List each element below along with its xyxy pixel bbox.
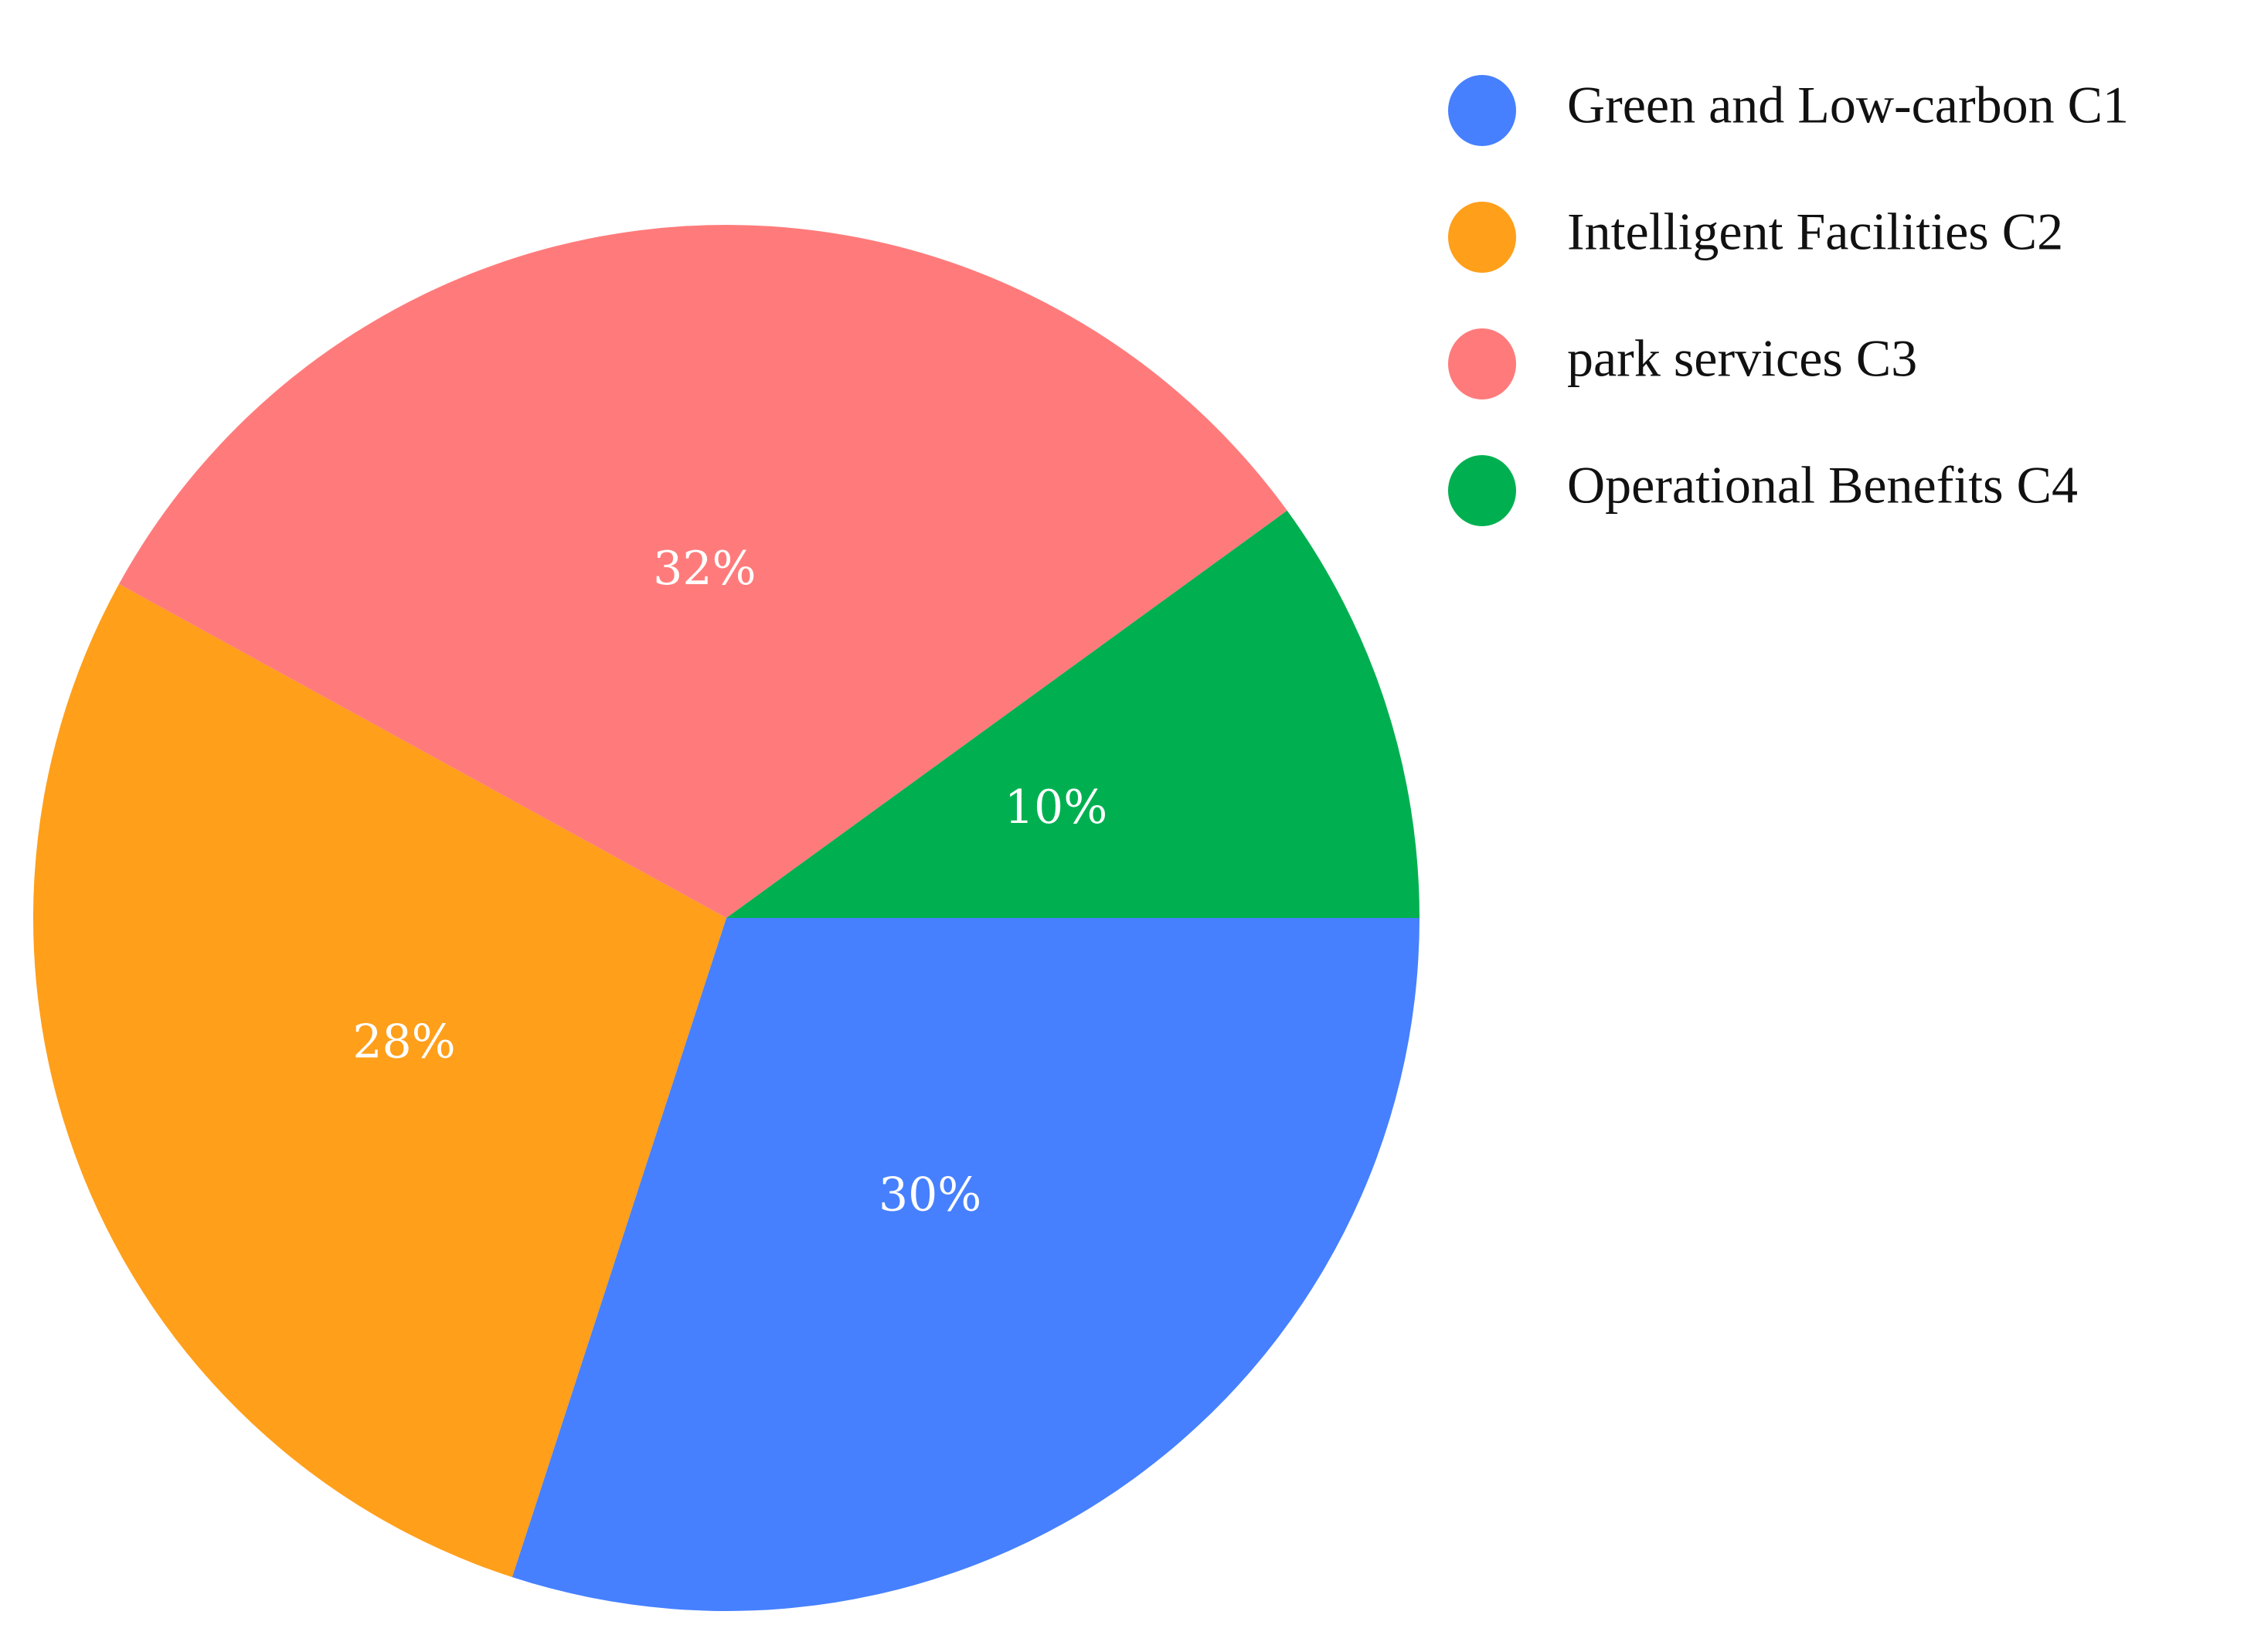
slice-label-c3: 32% [653,542,756,596]
legend-label-c1: Green and Low-carbon C1 [1567,76,2129,134]
slice-label-c4: 10% [1005,780,1107,834]
slice-label-c2: 28% [352,1015,455,1069]
pie-slice-c3 [118,225,1287,918]
pie-slice-c4 [726,510,1420,918]
pie-slice-c2 [32,583,727,1578]
legend-label-c4: Operational Benefits C4 [1567,456,2078,515]
legend: Green and Low-carbon C1 Intelligent Facil… [1448,75,2129,526]
legend-label-c3: park services C3 [1567,329,1917,388]
legend-marker-c3 [1448,328,1516,399]
slice-label-c1: 30% [879,1168,981,1222]
legend-marker-c4 [1448,455,1516,526]
legend-label-c2: Intelligent Facilities C2 [1567,202,2063,261]
pie-slice-c1 [512,918,1420,1611]
pie-slices [32,225,1420,1611]
slice-labels: 30% 28% 32% 10% [352,542,1107,1222]
legend-marker-c1 [1448,75,1516,146]
legend-marker-c2 [1448,202,1516,273]
